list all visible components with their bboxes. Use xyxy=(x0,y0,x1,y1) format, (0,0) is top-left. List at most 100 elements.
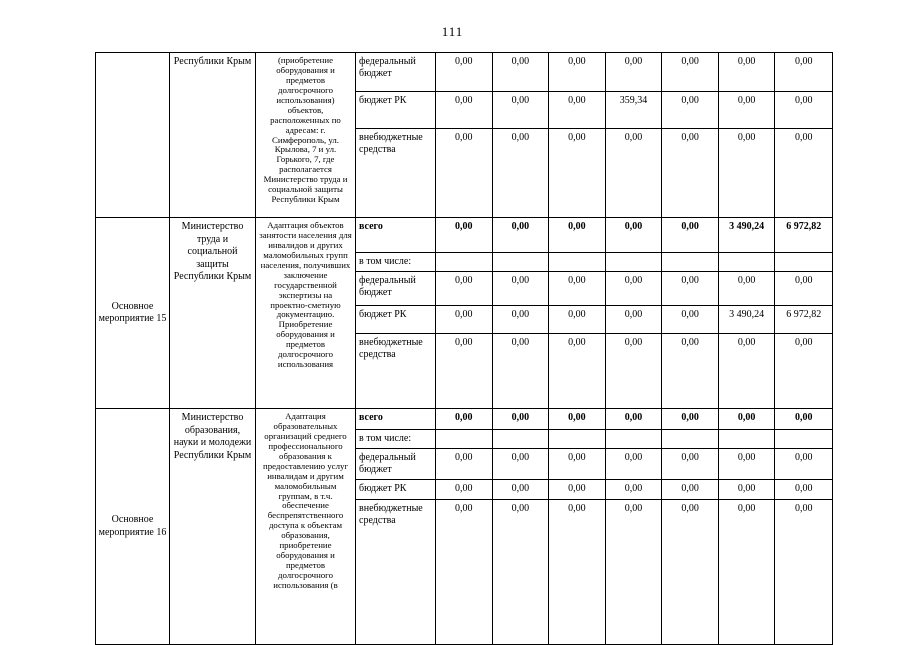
value-cell: 0,00 xyxy=(436,409,493,429)
row-label: федеральный бюджет xyxy=(356,449,436,479)
value-cell: 0,00 xyxy=(606,129,663,217)
row-label: бюджет РК xyxy=(356,92,436,128)
value-cell: 0,00 xyxy=(719,500,776,644)
value-cell xyxy=(775,430,832,448)
value-cell: 0,00 xyxy=(436,129,493,217)
table-group: Республики Крым (приобретение оборудовани… xyxy=(96,53,832,217)
description-cell: Адаптация объектов занятости населения д… xyxy=(256,218,356,408)
value-cell: 0,00 xyxy=(794,56,813,67)
value-cell: 0,00 xyxy=(662,92,719,128)
value-cell: 0,00 xyxy=(493,53,550,91)
row-label: федеральный бюджет xyxy=(356,53,436,91)
value-cell: 0,00 xyxy=(606,409,663,429)
table-row: внебюджетные средства 0,00 0,00 0,00 0,00 0,0… xyxy=(356,128,832,217)
row-label: в том числе: xyxy=(356,430,436,448)
table-row: внебюджетные средства 0,00 0,00 0,00 0,00 0,0… xyxy=(356,499,832,644)
row-label: внебюджетные средства xyxy=(356,334,436,408)
table-group: Основное мероприятие 16 Министерство обра… xyxy=(96,408,832,644)
value-cell: 0,00 xyxy=(662,500,719,644)
value-cell: 0,00 xyxy=(794,452,813,463)
budget-table: Республики Крым (приобретение оборудовани… xyxy=(95,52,833,645)
table-row: всего 0,00 0,00 0,00 0,00 0,00 3 490,24 6 972,8… xyxy=(356,218,832,252)
value-cell: 0,00 xyxy=(719,449,776,479)
value-cell: 0,00 xyxy=(794,503,813,514)
value-cell xyxy=(662,430,719,448)
value-cell: 0,00 xyxy=(794,483,813,494)
value-cell: 0,00 xyxy=(719,272,776,305)
rows-container: всего 0,00 0,00 0,00 0,00 0,00 0,00 0,00 в том ч… xyxy=(356,409,832,644)
value-cell: 0,00 xyxy=(794,412,813,423)
value-cell: 0,00 xyxy=(436,334,493,408)
value-cell: 6 972,82 xyxy=(786,221,822,232)
value-cell: 0,00 xyxy=(436,480,493,499)
value-cell xyxy=(606,253,663,271)
value-cell: 0,00 xyxy=(794,95,813,106)
value-cell xyxy=(436,430,493,448)
value-cell: 0,00 xyxy=(493,92,550,128)
value-cell: 0,00 xyxy=(436,218,493,252)
value-cell: 0,00 xyxy=(493,129,550,217)
value-cell: 0,00 xyxy=(549,53,606,91)
row-label: бюджет РК xyxy=(356,306,436,333)
table-row: федеральный бюджет 0,00 0,00 0,00 0,00 0,00 0,… xyxy=(356,271,832,305)
value-cell: 6 972,82 xyxy=(786,309,822,320)
value-cell xyxy=(493,430,550,448)
value-cell: 0,00 xyxy=(493,500,550,644)
value-cell: 0,00 xyxy=(436,449,493,479)
value-cell: 0,00 xyxy=(794,132,813,143)
row-label: всего xyxy=(356,218,436,252)
value-cell: 0,00 xyxy=(662,306,719,333)
value-cell: 0,00 xyxy=(493,480,550,499)
measure-cell xyxy=(96,53,170,217)
table-row: внебюджетные средства 0,00 0,00 0,00 0,00 0,0… xyxy=(356,333,832,408)
value-cell: 0,00 xyxy=(606,449,663,479)
value-cell: 0,00 xyxy=(606,334,663,408)
value-cell: 0,00 xyxy=(549,409,606,429)
value-cell: 3 490,24 xyxy=(719,218,776,252)
value-cell: 0,00 xyxy=(549,449,606,479)
value-cell: 0,00 xyxy=(662,53,719,91)
row-label: всего xyxy=(356,409,436,429)
table-row: федеральный бюджет 0,00 0,00 0,00 0,00 0,00 0,… xyxy=(356,53,832,91)
value-cell: 0,00 xyxy=(493,218,550,252)
value-cell: 0,00 xyxy=(794,275,813,286)
table-row: в том числе: xyxy=(356,252,832,271)
table-row: всего 0,00 0,00 0,00 0,00 0,00 0,00 0,00 xyxy=(356,409,832,429)
value-cell: 0,00 xyxy=(436,53,493,91)
description-cell: Адаптация образовательных организаций ср… xyxy=(256,409,356,644)
value-cell: 0,00 xyxy=(606,306,663,333)
value-cell: 0,00 xyxy=(719,334,776,408)
value-cell: 0,00 xyxy=(662,480,719,499)
table-row: бюджет РК 0,00 0,00 0,00 0,00 0,00 0,00 0,00 xyxy=(356,479,832,499)
table-row: федеральный бюджет 0,00 0,00 0,00 0,00 0,00 0,… xyxy=(356,448,832,479)
value-cell: 0,00 xyxy=(549,218,606,252)
measure-cell: Основное мероприятие 16 xyxy=(96,409,170,644)
value-cell: 0,00 xyxy=(493,449,550,479)
value-cell xyxy=(606,430,663,448)
row-label: бюджет РК xyxy=(356,480,436,499)
row-label: внебюджетные средства xyxy=(356,500,436,644)
value-cell: 0,00 xyxy=(719,53,776,91)
value-cell xyxy=(775,253,832,271)
value-cell: 0,00 xyxy=(794,337,813,348)
table-row: в том числе: xyxy=(356,429,832,448)
row-label: внебюджетные средства xyxy=(356,129,436,217)
value-cell: 0,00 xyxy=(549,129,606,217)
page-number: 111 xyxy=(441,24,464,39)
value-cell: 0,00 xyxy=(662,409,719,429)
value-cell: 0,00 xyxy=(606,480,663,499)
value-cell: 0,00 xyxy=(662,449,719,479)
ministry-cell: Республики Крым xyxy=(170,53,256,217)
description-cell: (приобретение оборудования и предметов д… xyxy=(256,53,356,217)
row-label: федеральный бюджет xyxy=(356,272,436,305)
value-cell: 0,00 xyxy=(436,92,493,128)
value-cell: 0,00 xyxy=(493,272,550,305)
value-cell: 0,00 xyxy=(549,306,606,333)
value-cell: 0,00 xyxy=(436,500,493,644)
table-row: бюджет РК 0,00 0,00 0,00 359,34 0,00 0,00 0,00 xyxy=(356,91,832,128)
value-cell: 3 490,24 xyxy=(719,306,776,333)
value-cell: 0,00 xyxy=(662,334,719,408)
measure-cell: Основное мероприятие 15 xyxy=(96,218,170,408)
value-cell: 0,00 xyxy=(436,272,493,305)
value-cell: 0,00 xyxy=(662,129,719,217)
